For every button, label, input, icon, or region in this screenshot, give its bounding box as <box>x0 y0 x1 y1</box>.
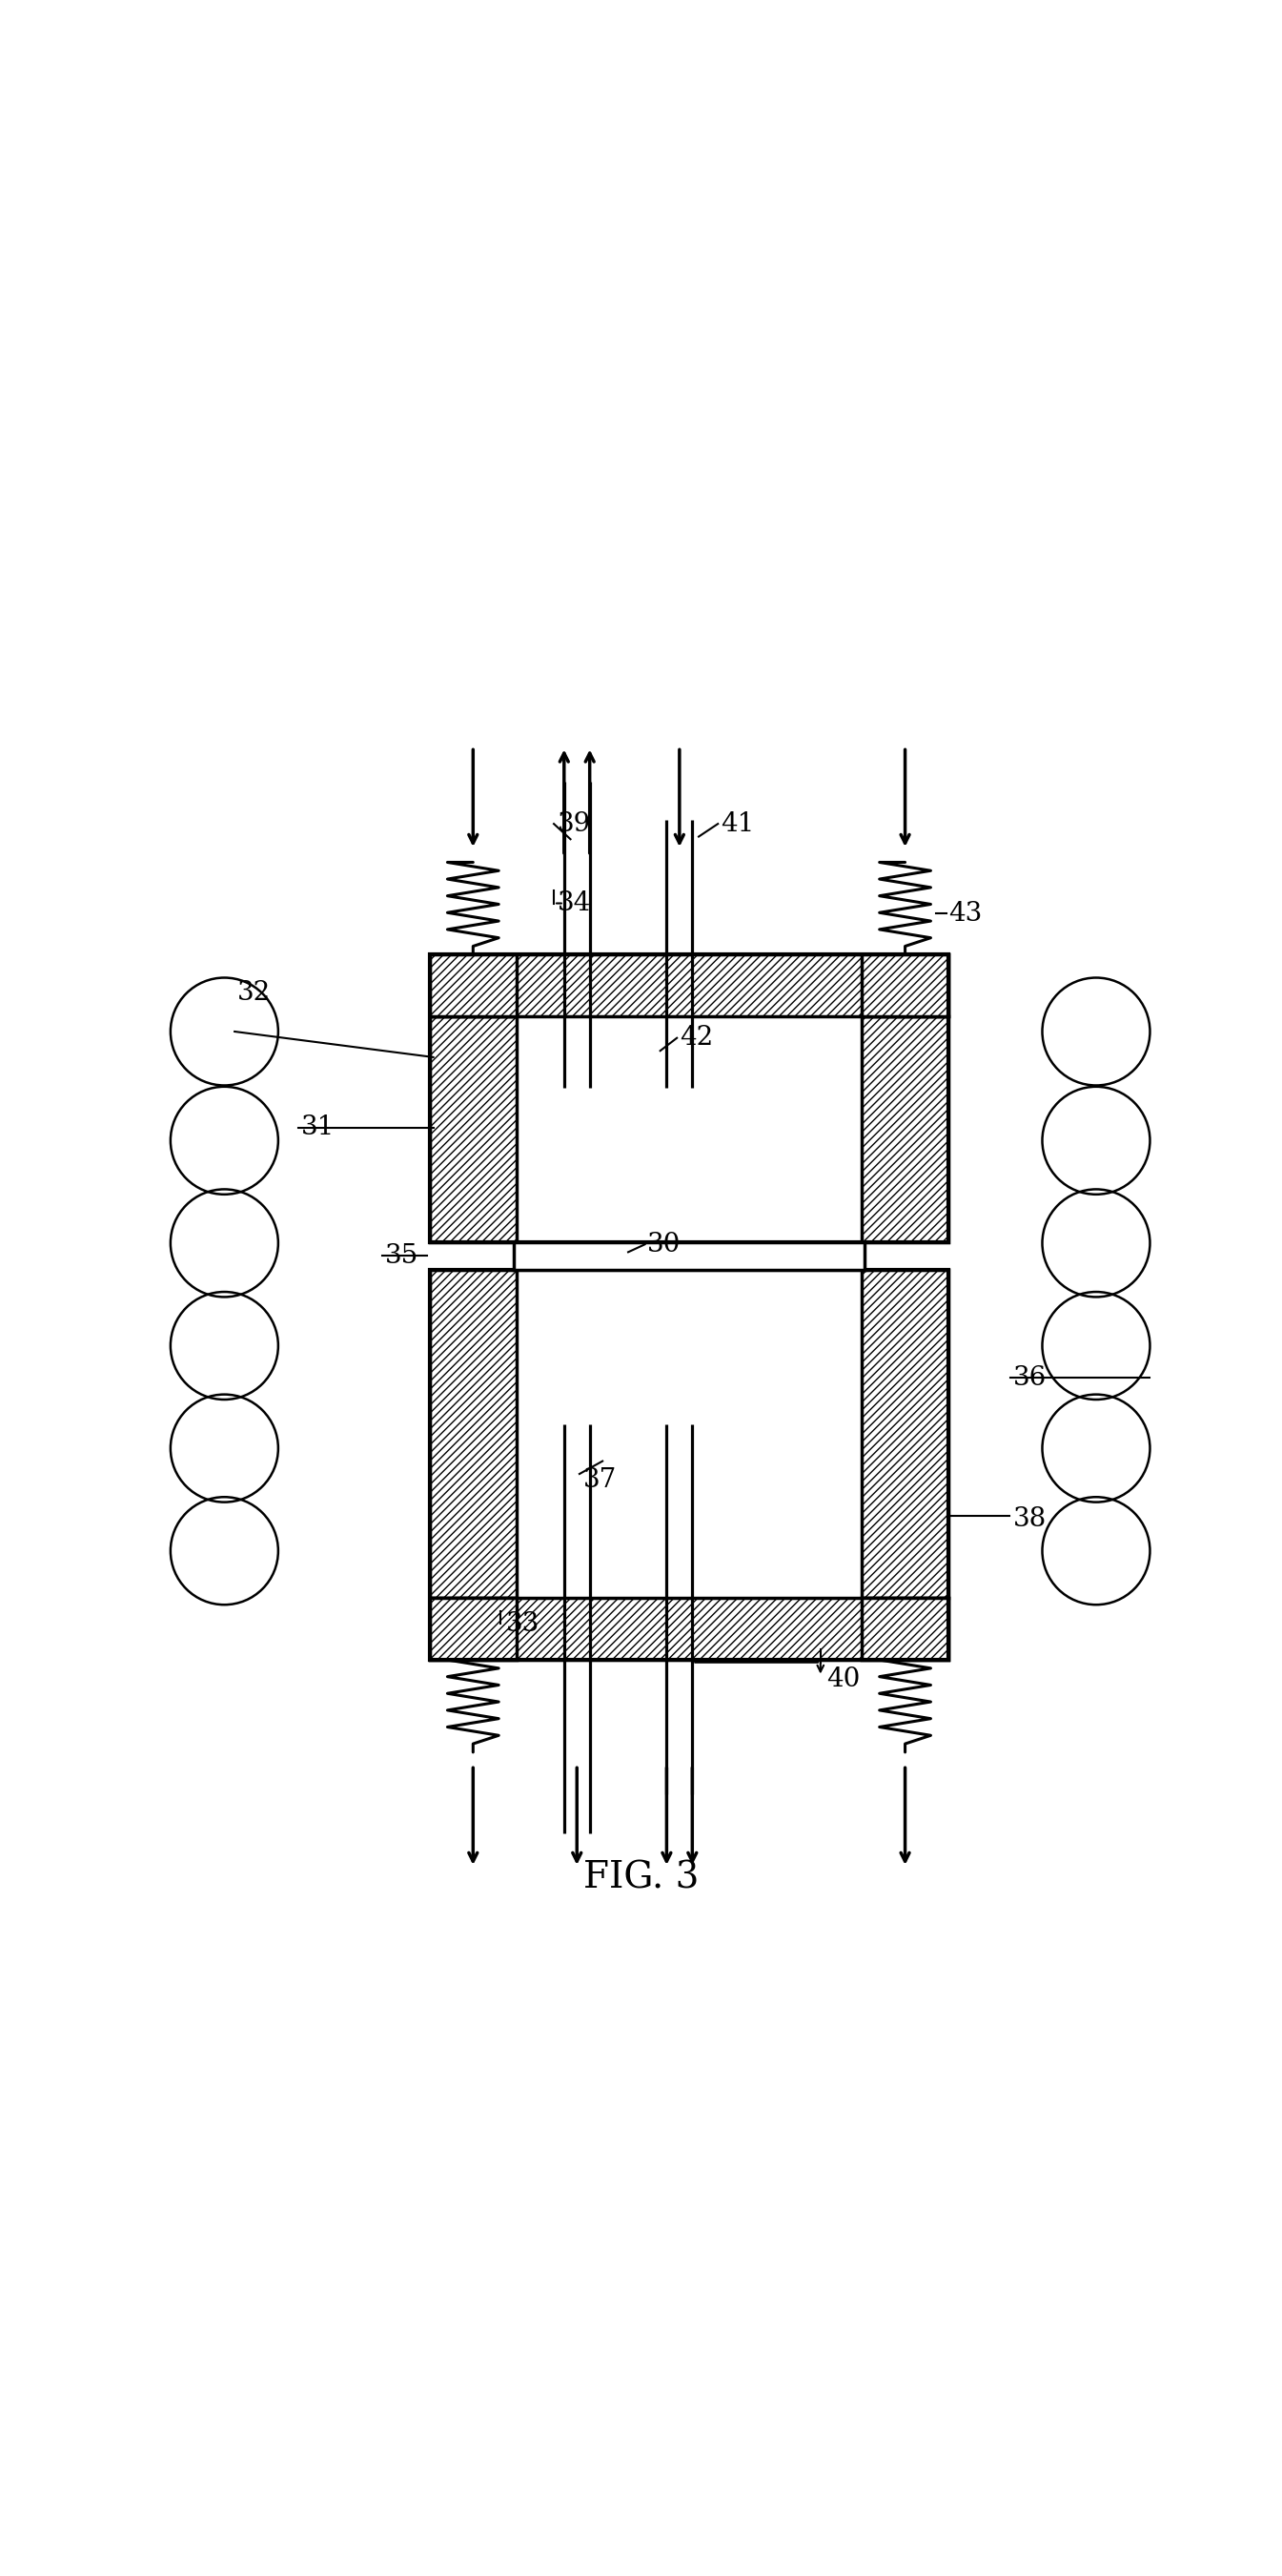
Text: 31: 31 <box>301 1115 335 1141</box>
Bar <box>429 956 949 1015</box>
Bar <box>429 956 949 1242</box>
Bar <box>517 1270 862 1597</box>
Text: 32: 32 <box>237 981 271 1007</box>
Bar <box>862 1015 949 1242</box>
Bar <box>514 1242 864 1270</box>
Text: FIG. 3: FIG. 3 <box>583 1860 699 1896</box>
Text: 37: 37 <box>583 1468 617 1494</box>
Bar <box>862 1597 949 1659</box>
Bar <box>862 956 949 1015</box>
Bar <box>429 1015 517 1242</box>
Text: 39: 39 <box>558 811 591 837</box>
Text: 43: 43 <box>949 902 982 927</box>
Bar <box>517 1015 862 1242</box>
Text: 34: 34 <box>558 891 591 917</box>
Text: 40: 40 <box>827 1667 860 1692</box>
Bar <box>429 1270 949 1659</box>
Text: 36: 36 <box>1013 1365 1046 1391</box>
Bar <box>429 1270 517 1597</box>
Text: 30: 30 <box>647 1231 681 1257</box>
Text: 35: 35 <box>385 1244 418 1270</box>
Bar <box>862 1270 949 1597</box>
Text: 38: 38 <box>1013 1507 1046 1533</box>
Text: 33: 33 <box>506 1610 540 1636</box>
Bar <box>429 1597 517 1659</box>
Text: 41: 41 <box>720 811 754 837</box>
Text: 42: 42 <box>679 1025 713 1051</box>
Bar <box>429 1597 949 1659</box>
Bar <box>429 956 517 1015</box>
